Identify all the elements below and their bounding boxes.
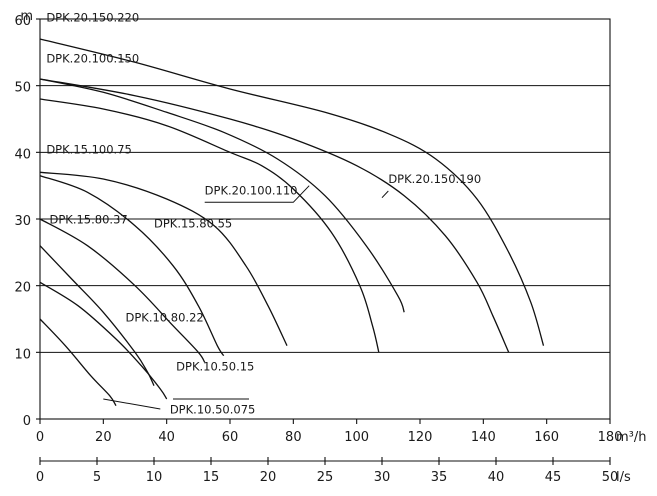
curve-dpk-20-150-190 bbox=[39, 78, 510, 353]
label-dpk-20-100-110: DPK.20.100.110 bbox=[205, 183, 298, 197]
label-dpk-15-100-75: DPK.15.100.75 bbox=[46, 143, 132, 157]
x-tick-label-140: 140 bbox=[471, 430, 496, 445]
curve-dpk-20-150-220 bbox=[39, 38, 545, 346]
x2-tick-label-10: 10 bbox=[146, 470, 163, 485]
curve-dpk-15-100-75 bbox=[39, 171, 288, 346]
x2-tick-label-25: 25 bbox=[317, 470, 334, 485]
curve-dpk-15-80-55 bbox=[39, 175, 225, 357]
x2-tick-label-20: 20 bbox=[260, 470, 277, 485]
x-tick-label-60: 60 bbox=[222, 430, 239, 445]
x2-tick-label-45: 45 bbox=[545, 470, 562, 485]
curve-dpk-20-100-110 bbox=[39, 98, 380, 353]
curve-dpk-10-50-15 bbox=[39, 281, 168, 400]
x2-tick-label-50: 50 bbox=[602, 470, 619, 485]
y-axis: 0 10 20 30 40 50 60 bbox=[14, 14, 40, 429]
x-axis-unit-label: m³/h bbox=[616, 430, 647, 445]
x2-tick-label-0: 0 bbox=[36, 470, 44, 485]
y-tick-label-40: 40 bbox=[14, 147, 31, 162]
x-tick-label-100: 100 bbox=[344, 430, 369, 445]
x-tick-label-0: 0 bbox=[36, 430, 44, 445]
curve-dpk-15-80-37 bbox=[39, 218, 206, 363]
label-layer: DPK.20.150.220 DPK.20.150.190 DPK.20.100.1… bbox=[46, 11, 481, 417]
label-dpk-10-50-075: DPK.10.50.075 bbox=[170, 403, 256, 417]
label-dpk-20-150-190: DPK.20.150.190 bbox=[388, 172, 481, 186]
y-tick-label-0: 0 bbox=[23, 414, 31, 429]
curve-dpk-20-100-150 bbox=[39, 78, 405, 313]
leader-dpk-10-50-075 bbox=[103, 398, 161, 410]
label-dpk-20-150-220: DPK.20.150.220 bbox=[46, 11, 139, 25]
label-dpk-20-100-150: DPK.20.100.150 bbox=[46, 51, 139, 65]
leader-dpk-20-150-190 bbox=[381, 190, 389, 199]
curve-dpk-10-50-075 bbox=[39, 318, 117, 407]
x2-tick-label-35: 35 bbox=[431, 470, 448, 485]
x2-axis-unit-label: l/s bbox=[616, 470, 631, 485]
x-tick-label-20: 20 bbox=[95, 430, 112, 445]
y-tick-label-10: 10 bbox=[14, 347, 31, 362]
label-dpk-10-80-22: DPK.10.80.22 bbox=[126, 311, 204, 325]
label-dpk-15-80-37: DPK.15.80.37 bbox=[50, 213, 128, 227]
x-tick-label-40: 40 bbox=[158, 430, 175, 445]
x2-tick-label-40: 40 bbox=[488, 470, 505, 485]
x-tick-label-80: 80 bbox=[285, 430, 302, 445]
leader-dpk-20-100-110 bbox=[204, 185, 310, 203]
x2-tick-label-30: 30 bbox=[374, 470, 391, 485]
y-tick-label-30: 30 bbox=[14, 214, 31, 229]
y-tick-label-20: 20 bbox=[14, 281, 31, 296]
x-tick-label-120: 120 bbox=[408, 430, 433, 445]
x2-tick-label-5: 5 bbox=[93, 470, 101, 485]
y-axis-unit-label: m bbox=[20, 9, 33, 24]
x2-tick-label-15: 15 bbox=[203, 470, 220, 485]
x-axis-m3h: 0 20 40 60 80 100 120 140 160 180 bbox=[36, 419, 623, 445]
y-tick-label-60: 60 bbox=[14, 14, 31, 29]
leader-layer bbox=[103, 185, 389, 410]
curve-layer bbox=[39, 38, 545, 407]
x-tick-label-180: 180 bbox=[598, 430, 623, 445]
label-dpk-15-80-55: DPK.15.80.55 bbox=[154, 217, 232, 231]
label-dpk-10-50-15: DPK.10.50.15 bbox=[176, 359, 254, 373]
x-tick-label-160: 160 bbox=[534, 430, 559, 445]
y-tick-label-50: 50 bbox=[14, 81, 31, 96]
x-axis-ls: 0 5 10 15 20 25 30 35 40 45 50 bbox=[36, 457, 618, 485]
